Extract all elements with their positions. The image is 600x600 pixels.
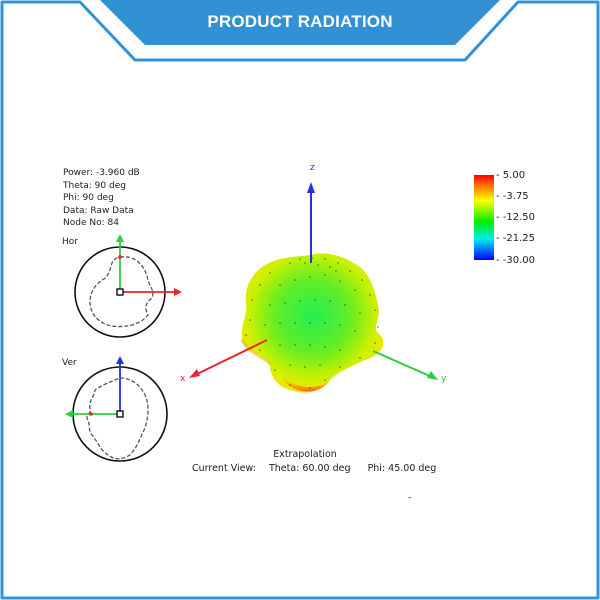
info-panel: Power: -3.960 dB Theta: 90 deg Phi: 90 d… [63,167,140,230]
y-axis-label: y [441,374,447,384]
horizontal-polar-plot[interactable] [60,230,190,345]
legend-tick: - 5.00 [496,170,526,181]
hor-label: Hor [62,237,78,247]
legend-tick: - -3.75 [496,191,529,202]
vertical-polar-plot[interactable] [60,350,190,470]
node-readout: Node No: 84 [63,218,119,229]
page-title: PRODUCT RADIATION [207,12,393,31]
mode-label: Extrapolation [273,449,337,460]
stray-mark: - [408,493,412,503]
colorbar [474,175,494,260]
view-theta: Theta: 60.00 deg [268,463,351,474]
view-phi: Phi: 45.00 deg [367,463,437,474]
ver-label: Ver [62,358,77,368]
legend-tick: - -21.25 [496,233,536,244]
z-axis-label: z [310,163,315,173]
x-axis-label: x [180,374,186,384]
legend-tick: - -30.00 [496,255,536,266]
theta-readout: Theta: 90 deg [63,180,126,191]
radiation-3d-plot[interactable]: z x y [170,155,460,415]
phi-readout: Phi: 90 deg [63,193,114,204]
data-readout: Data: Raw Data [63,205,134,216]
current-view-label: Current View: [192,463,256,474]
power-readout: Power: -3.960 dB [63,168,140,178]
current-view-readout: Current View: Theta: 60.00 deg Phi: 45.0… [192,463,436,474]
legend-tick: - -12.50 [496,212,536,223]
